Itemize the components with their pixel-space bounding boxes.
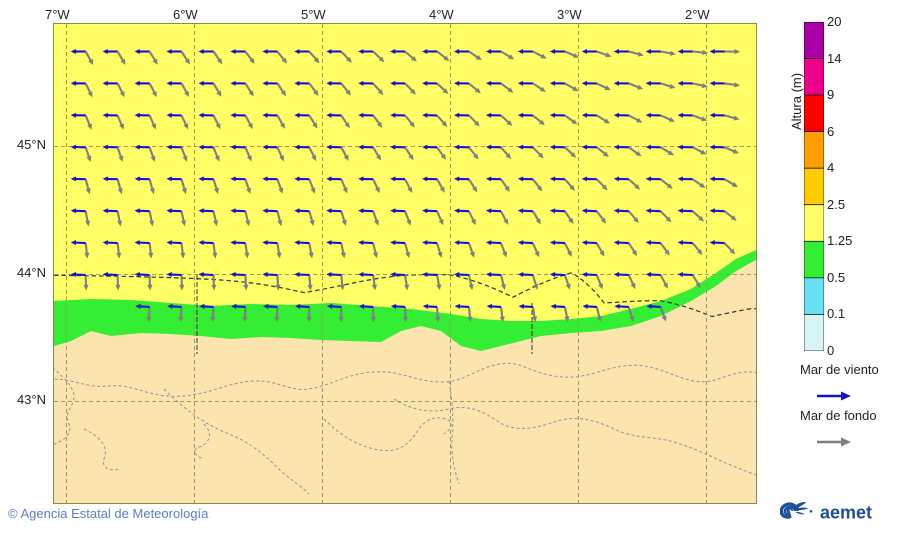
svg-text:aemet: aemet — [820, 503, 872, 523]
